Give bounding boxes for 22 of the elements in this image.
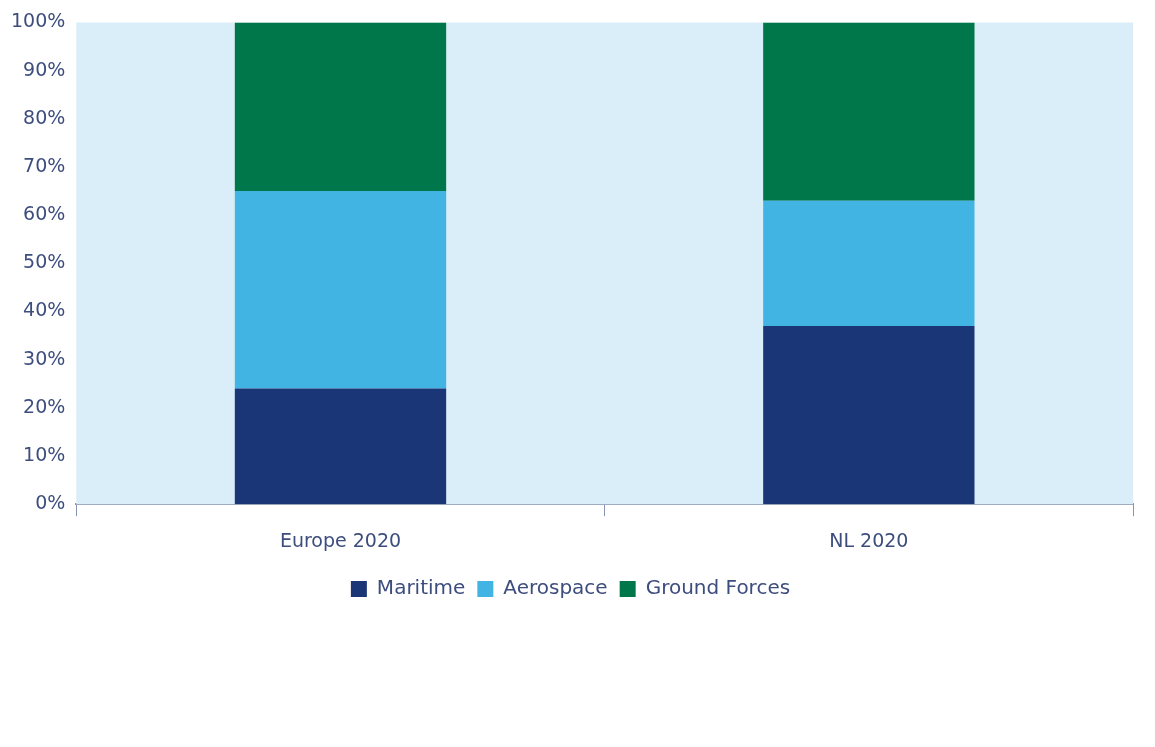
legend-label: Maritime	[376, 575, 466, 600]
y-tick-label: 50%	[23, 250, 66, 273]
legend-label: Ground Forces	[645, 575, 791, 600]
legend-label: Aerospace	[503, 575, 608, 600]
y-tick-label: 20%	[23, 394, 66, 417]
bar	[234, 22, 447, 192]
bar	[763, 200, 975, 326]
bar	[234, 191, 447, 389]
y-tick-label: 100%	[10, 9, 66, 32]
y-tick-label: 40%	[23, 298, 66, 321]
bar	[763, 325, 975, 505]
y-tick-label: 90%	[23, 57, 66, 80]
bar	[763, 22, 975, 201]
y-tick-label: 70%	[23, 153, 66, 176]
y-tick-label: 60%	[23, 202, 66, 225]
y-tick-label: 30%	[23, 346, 66, 369]
bar	[234, 388, 447, 505]
y-tick-label: 80%	[23, 105, 66, 128]
x-tick-label: Europe 2020	[279, 528, 402, 551]
y-tick-label: 0%	[35, 491, 66, 514]
y-tick-label: 10%	[23, 442, 66, 465]
x-tick-label: NL 2020	[829, 528, 909, 551]
